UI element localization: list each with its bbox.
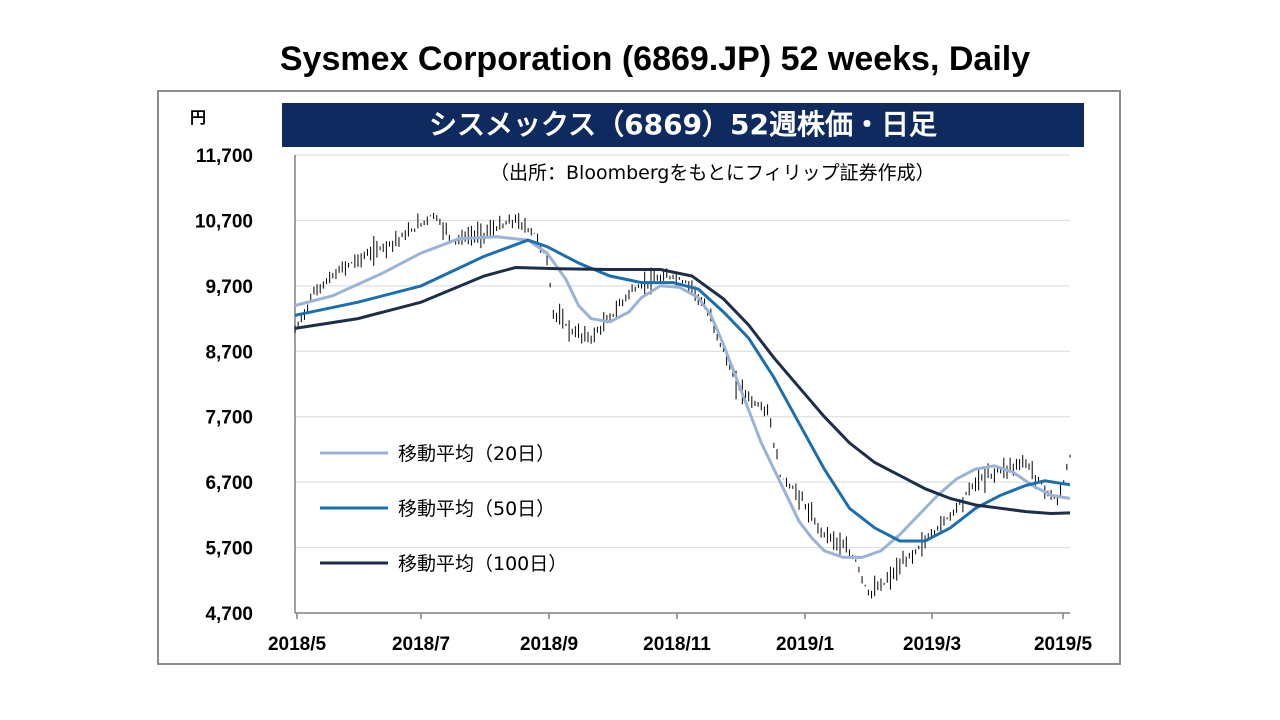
y-axis-unit: 円 bbox=[190, 108, 207, 127]
chart-frame bbox=[157, 90, 1121, 665]
price-bars bbox=[294, 212, 1071, 599]
y-tick-label: 5,700 bbox=[205, 539, 253, 560]
x-tick-labels: 2018/5 2018/7 2018/9 2018/11 2019/1 2019/3 201… bbox=[268, 634, 1093, 655]
x-tick-label: 2018/7 bbox=[392, 634, 450, 655]
x-tick-label: 2019/5 bbox=[1034, 634, 1093, 655]
y-tick-label: 8,700 bbox=[205, 342, 253, 363]
y-tick-label: 6,700 bbox=[205, 473, 253, 494]
x-tick-label: 2019/1 bbox=[776, 634, 835, 655]
x-tick-label: 2019/3 bbox=[903, 634, 961, 655]
y-tick-label: 7,700 bbox=[205, 408, 253, 429]
moving-average-lines bbox=[294, 235, 1071, 559]
series-line-1 bbox=[294, 235, 1071, 559]
y-tick-label: 9,700 bbox=[205, 277, 253, 298]
x-tick-label: 2018/11 bbox=[643, 634, 711, 655]
grid-lines bbox=[294, 154, 1070, 619]
y-tick-label: 10,700 bbox=[195, 211, 253, 232]
y-tick-labels: 4,700 5,700 6,700 7,700 8,700 9,700 10,700 11,7… bbox=[195, 146, 253, 625]
x-tick-label: 2018/9 bbox=[520, 634, 578, 655]
chart-title-banner: シスメックス（6869）52週株価・日足 bbox=[282, 103, 1084, 147]
y-tick-label: 4,700 bbox=[205, 604, 253, 625]
y-tick-label: 11,700 bbox=[196, 146, 253, 167]
series-line-3 bbox=[294, 265, 1071, 516]
legend-label: 移動平均（50日） bbox=[398, 498, 555, 520]
legend: 移動平均（20日） 移動平均（50日） 移動平均（100日） bbox=[320, 443, 567, 575]
series-line-2 bbox=[294, 238, 1071, 543]
source-note: （出所：Bloombergをもとにフィリップ証券作成） bbox=[490, 162, 935, 184]
legend-label: 移動平均（20日） bbox=[398, 443, 555, 465]
legend-label: 移動平均（100日） bbox=[398, 553, 567, 575]
page-title: Sysmex Corporation (6869.JP) 52 weeks, D… bbox=[279, 40, 1031, 78]
x-tick-label: 2018/5 bbox=[268, 634, 327, 655]
